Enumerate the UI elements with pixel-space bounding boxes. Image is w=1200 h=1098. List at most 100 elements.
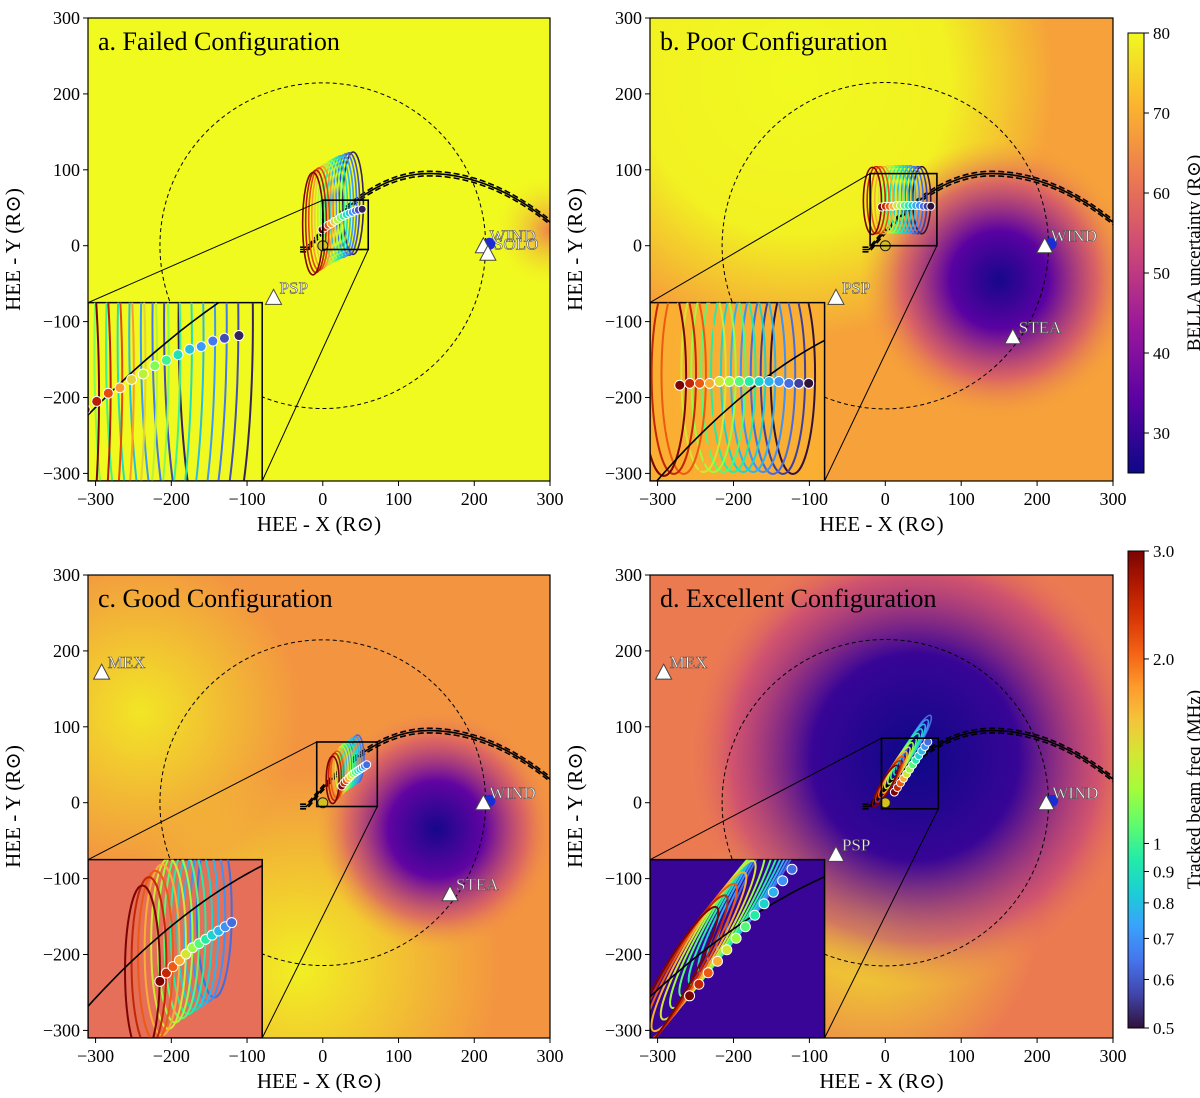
spacecraft-solo: SOLO: [479, 234, 539, 261]
colorbar-tick-label: 2.0: [1153, 650, 1174, 669]
y-tick-label: 0: [633, 793, 642, 813]
inset-point: [702, 967, 714, 979]
inset-point: [674, 379, 686, 391]
zoom-connector: [824, 245, 938, 481]
x-axis-label: HEE - X (R⊙): [257, 512, 381, 536]
x-tick-label: 100: [385, 1046, 412, 1066]
inset-ellipse: [729, 302, 777, 474]
colorbar-tick-label: 1: [1153, 834, 1162, 853]
inset-ellipse: [650, 871, 748, 1033]
colorbar-tick-label: 0.7: [1153, 929, 1175, 948]
uncertainty-map: MEX PSP WIND: [650, 575, 1113, 1038]
x-tick-label: −100: [791, 489, 828, 509]
inset-point: [803, 377, 815, 389]
y-tick-label: −300: [43, 1020, 80, 1040]
colorbar-tick-label: 0.8: [1153, 894, 1174, 913]
spacecraft-triangle-icon: [827, 288, 845, 305]
inset-point: [712, 955, 724, 967]
spacecraft-triangle-icon: [1003, 327, 1022, 345]
spacecraft-wind: WIND: [1037, 783, 1099, 811]
zoom-box: [315, 741, 379, 808]
panel-c: MEX WIND STEA −300 −200 −100 0 100 200 300 −300 −20…: [1, 565, 564, 1093]
inset-content: [650, 302, 825, 481]
spacecraft-mex: MEX: [92, 653, 146, 680]
inset-ellipse: [177, 302, 254, 481]
beam-ellipse: [873, 165, 894, 235]
y-tick-label: 200: [53, 641, 80, 661]
inset-point: [713, 375, 725, 387]
spacecraft-label: WIND: [489, 784, 535, 803]
spacecraft-label: WIND: [1052, 784, 1098, 803]
x-tick-label: −300: [77, 489, 114, 509]
x-tick-label: −100: [228, 1046, 265, 1066]
colorbar-frequency: 0.5 0.6 0.7 0.8 0.9 1 2.0 3.0 Tracked beam freq …: [1127, 542, 1200, 1038]
inset-point: [126, 373, 138, 385]
tracked-point: [923, 737, 933, 747]
inset-ellipse: [749, 302, 797, 475]
inset-ellipse: [697, 859, 794, 975]
x-axis-label: HEE - X (R⊙): [819, 1069, 943, 1093]
inset-ellipse: [715, 859, 813, 952]
inset-ellipse: [117, 302, 124, 481]
inset-ellipse: [116, 302, 193, 481]
spacecraft-label: PSP: [842, 278, 870, 297]
beam-ellipse: [881, 165, 902, 234]
sun-marker: [317, 797, 329, 809]
inset-point: [195, 341, 207, 353]
inset-ellipse: [706, 859, 804, 964]
x-tick-label: −100: [228, 489, 265, 509]
inset-ellipse: [759, 302, 807, 475]
inset-ellipse: [660, 302, 707, 475]
inset-ellipse: [130, 876, 168, 1038]
zoom-inset: [88, 301, 263, 481]
colorbar-tick-label: 60: [1153, 184, 1170, 203]
inset-ellipse: [128, 302, 205, 481]
y-tick-label: −100: [43, 869, 80, 889]
y-tick-label: 300: [615, 8, 642, 28]
y-tick-label: −300: [605, 463, 642, 483]
tracked-point: [926, 201, 936, 211]
panel-title: d. Excellent Configuration: [660, 584, 937, 613]
beam-ellipse: [866, 165, 887, 235]
beam-ellipse: [896, 165, 917, 234]
x-tick-label: 0: [881, 489, 890, 509]
inset-point: [753, 375, 765, 387]
x-tick-label: 300: [1100, 1046, 1127, 1066]
y-tick-label: 100: [615, 717, 642, 737]
y-tick-label: −200: [605, 945, 642, 965]
x-tick-label: −300: [639, 489, 676, 509]
colorbar-tick-label: 0.6: [1153, 970, 1174, 989]
inset-ellipse: [124, 884, 161, 1038]
inset-ellipse: [687, 859, 785, 987]
zoom-connector: [824, 808, 939, 1038]
inset-point: [684, 990, 696, 1002]
y-tick-label: 100: [53, 160, 80, 180]
inset-point: [226, 917, 238, 929]
axes-frame: [87, 574, 551, 1039]
zoom-connector: [88, 741, 317, 861]
y-tick-label: 200: [615, 84, 642, 104]
colorbar-gradient: [1127, 32, 1145, 474]
y-axis-label: HEE - Y (R⊙): [563, 745, 587, 868]
panel-title: c. Good Configuration: [98, 584, 333, 613]
y-tick-label: −300: [43, 463, 80, 483]
y-tick-label: 300: [53, 8, 80, 28]
colorbar-tick-label: 0.9: [1153, 863, 1174, 882]
zoom-inset: [650, 858, 826, 1038]
inset-ellipse: [163, 302, 240, 481]
inset-ellipse: [105, 302, 182, 481]
inset-point: [184, 343, 196, 355]
y-tick-label: 200: [615, 641, 642, 661]
colorbar-tick-label: 80: [1153, 24, 1170, 43]
parker-spiral: [862, 175, 1113, 253]
inset-point: [767, 886, 779, 898]
inset-point: [207, 335, 219, 347]
inset-ellipse: [710, 302, 757, 474]
y-tick-label: 0: [633, 236, 642, 256]
tracked-point: [362, 760, 372, 770]
uncertainty-map: PSP WIND STEA: [650, 18, 1113, 481]
spacecraft-triangle-icon: [654, 663, 673, 680]
spacecraft-mex: MEX: [654, 653, 708, 680]
spacecraft-psp: PSP: [264, 278, 308, 305]
inset-point: [730, 932, 742, 944]
